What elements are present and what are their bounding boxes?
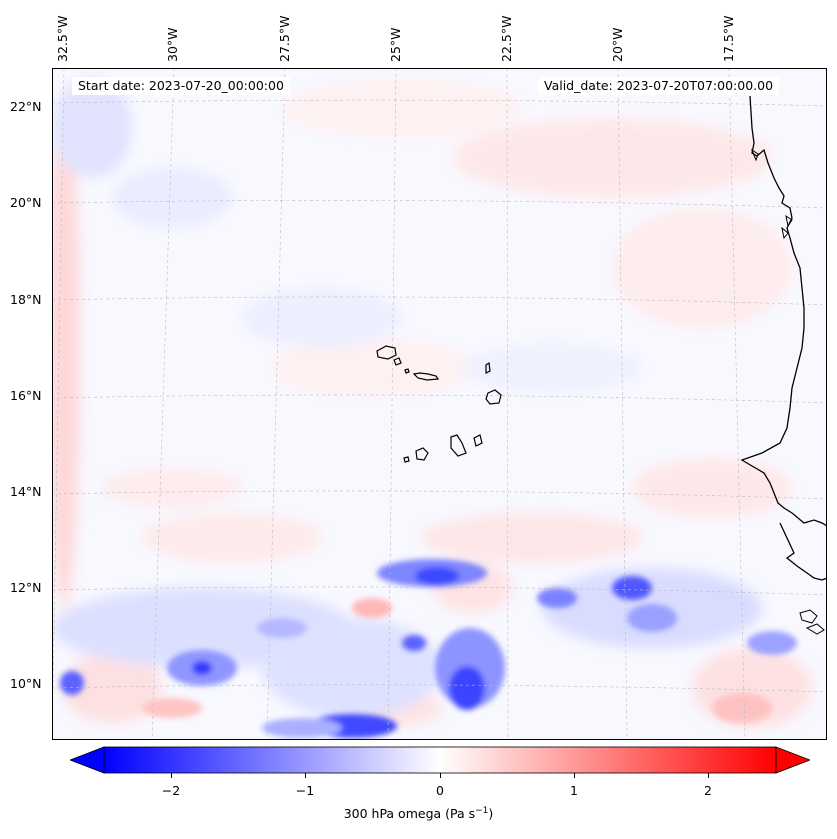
coastline-africa-south	[779, 522, 827, 581]
island-boa-vista	[485, 389, 502, 405]
gridline-lon-20w	[617, 68, 628, 740]
colorbar-tick-1: 1	[570, 783, 578, 798]
colorbar-extend-max	[775, 746, 810, 774]
lat-label-22n: 22°N	[10, 99, 42, 114]
lon-label-20w: 20°W	[610, 27, 625, 62]
colorbar	[70, 746, 810, 774]
omega-field	[52, 78, 812, 728]
colorbar-tickmark-1	[574, 773, 575, 778]
island-brava	[403, 456, 410, 463]
lat-label-18n: 18°N	[10, 292, 42, 307]
graticule	[52, 68, 827, 740]
island-maio	[473, 434, 483, 447]
colorbar-tick-neg1: −1	[295, 783, 315, 798]
lon-label-17-5w: 17.5°W	[721, 15, 736, 62]
gridline-lon-32-5w	[52, 68, 65, 740]
island-santiago	[450, 434, 467, 457]
lon-label-25w: 25°W	[388, 27, 403, 62]
start-date-label: Start date: 2023-07-20_00:00:00	[72, 77, 290, 95]
cape-verde-islands	[376, 345, 502, 463]
island-santo-antao	[376, 345, 397, 360]
island-sao-nicolau	[412, 372, 440, 381]
gridline-lon-22-5w	[506, 68, 509, 740]
map-frame	[52, 68, 827, 740]
island-santa-luzia	[404, 368, 410, 374]
coastline-islands-north	[750, 148, 793, 240]
colorbar-tickmark-2	[708, 773, 709, 778]
lon-label-30w: 30°W	[165, 27, 180, 62]
colorbar-tickmark-0	[440, 773, 441, 778]
colorbar-tick-0: 0	[436, 783, 444, 798]
colorbar-label-close: )	[488, 806, 494, 822]
lat-label-12n: 12°N	[10, 580, 42, 595]
colorbar-extend-min	[70, 746, 105, 774]
gridline-lat-14n	[52, 490, 827, 500]
gridline-lon-27-5w	[266, 68, 286, 740]
island-sao-vicente	[393, 357, 402, 366]
gridline-lon-25w	[387, 68, 397, 740]
lat-label-20n: 20°N	[10, 195, 42, 210]
coastline-bijagos	[799, 609, 825, 635]
gridline-lon-17-5w	[728, 68, 746, 740]
gridline-lat-12n	[52, 586, 827, 596]
lon-label-32-5w: 32.5°W	[55, 15, 70, 62]
omega-map	[52, 68, 827, 740]
island-sal	[485, 361, 491, 374]
colorbar-tickmark-neg2	[171, 773, 172, 778]
gridline-lat-20n	[52, 200, 827, 209]
gridline-lat-16n	[52, 394, 827, 404]
lon-label-27-5w: 27.5°W	[277, 15, 292, 62]
gridline-lat-18n	[52, 296, 827, 306]
lat-label-16n: 16°N	[10, 388, 42, 403]
colorbar-tickmark-neg1	[305, 773, 306, 778]
lon-label-22-5w: 22.5°W	[499, 15, 514, 62]
lat-label-14n: 14°N	[10, 484, 42, 499]
colorbar-tick-neg2: −2	[161, 783, 181, 798]
colorbar-label: 300 hPa omega (Pa s−1)	[0, 806, 837, 821]
gridline-lat-22n	[52, 99, 827, 107]
colorbar-label-exponent: −1	[475, 806, 489, 816]
valid-date-label: Valid_date: 2023-07-20T07:00:00.00	[538, 77, 780, 95]
colorbar-body	[103, 746, 777, 774]
colorbar-tick-2: 2	[704, 783, 712, 798]
gridline-lon-30w	[151, 68, 175, 740]
island-fogo	[415, 447, 429, 461]
coastline-africa	[740, 95, 827, 527]
lat-label-10n: 10°N	[10, 676, 42, 691]
gridline-lat-10n	[52, 684, 827, 693]
colorbar-label-text: 300 hPa omega (Pa s	[343, 806, 476, 822]
